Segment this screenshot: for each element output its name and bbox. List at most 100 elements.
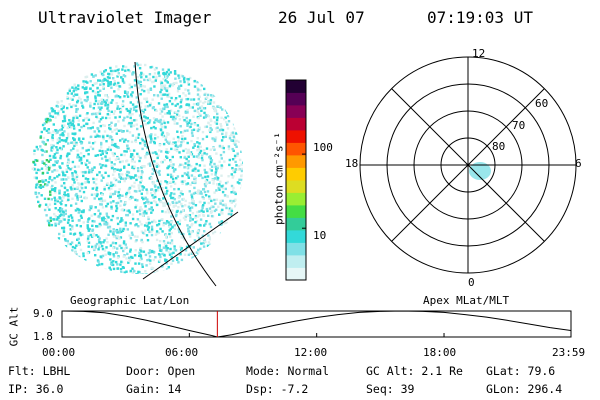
speckle (41, 179, 44, 182)
speckle (156, 232, 159, 235)
speckle (186, 124, 189, 127)
speckle (179, 191, 183, 195)
speckle (145, 100, 149, 103)
speckle (116, 157, 119, 160)
speckle (95, 115, 98, 118)
speckle (107, 101, 111, 105)
speckle (133, 189, 137, 193)
speckle (175, 149, 179, 153)
colorbar-segment (286, 255, 306, 268)
speckle (107, 251, 110, 254)
speckle (62, 171, 65, 175)
speckle (143, 78, 146, 82)
speckle (124, 69, 127, 72)
speckle (113, 184, 117, 187)
speckle (71, 98, 74, 101)
speckle (228, 158, 231, 162)
speckle (84, 80, 88, 83)
speckle (233, 140, 236, 143)
speckle (108, 225, 112, 229)
speckle (134, 198, 137, 202)
speckle (148, 255, 152, 258)
speckle (73, 181, 76, 184)
speckle (91, 219, 94, 223)
speckle (68, 224, 72, 227)
speckle (148, 162, 152, 165)
speckle (135, 136, 138, 139)
speckle (163, 121, 166, 125)
speckle (105, 183, 109, 186)
speckle (128, 259, 131, 262)
speckle (76, 186, 79, 189)
speckle (161, 210, 164, 213)
footer-gc-alt: GC Alt: 2.1 Re (366, 364, 463, 378)
speckle (190, 129, 194, 132)
speckle (70, 126, 73, 129)
speckle (137, 169, 140, 173)
speckle (86, 116, 89, 120)
speckle (91, 89, 95, 93)
speckle (64, 204, 68, 207)
speckle (75, 110, 78, 113)
speckle (82, 221, 85, 224)
speckle (108, 266, 111, 269)
speckle (178, 195, 181, 198)
speckle (204, 115, 208, 119)
speckle (157, 223, 161, 226)
speckle (136, 75, 139, 79)
speckle (59, 154, 63, 158)
speckle (117, 180, 120, 183)
speckle (111, 130, 114, 133)
speckle (155, 230, 159, 233)
speckle (31, 167, 34, 171)
speckle (184, 215, 187, 218)
speckle (194, 191, 197, 195)
speckle (99, 83, 102, 86)
speckle (222, 146, 225, 150)
speckle (204, 113, 208, 117)
speckle (192, 168, 195, 171)
speckle (179, 210, 183, 213)
speckle (44, 183, 47, 186)
speckle (115, 94, 118, 97)
speckle (103, 199, 107, 202)
speckle (86, 251, 89, 255)
speckle (66, 239, 69, 243)
footer-glat: GLat: 79.6 (486, 364, 556, 378)
speckle (194, 179, 197, 182)
speckle (138, 80, 141, 84)
speckle (128, 86, 131, 90)
speckle (176, 201, 179, 204)
speckle (178, 222, 181, 226)
speckle (206, 190, 210, 193)
speckle (94, 97, 97, 100)
speckle (120, 230, 123, 234)
speckle (211, 232, 215, 235)
speckle (52, 123, 55, 126)
speckle (235, 132, 238, 135)
speckle (215, 122, 219, 125)
xtick-1200: 12:00 (294, 346, 328, 359)
speckle (196, 141, 199, 144)
speckle (168, 110, 171, 113)
speckle (39, 186, 43, 189)
speckle (90, 73, 94, 76)
speckle (132, 106, 136, 109)
speckle (141, 188, 144, 191)
speckle (173, 119, 176, 122)
speckle (162, 107, 165, 110)
speckle (108, 227, 112, 230)
speckle (82, 252, 85, 255)
speckle (145, 221, 148, 225)
speckle (58, 232, 61, 236)
speckle (199, 114, 202, 117)
speckle (126, 209, 129, 213)
speckle (226, 123, 229, 126)
speckle (136, 99, 140, 102)
speckle (101, 116, 104, 119)
speckle (196, 210, 199, 214)
speckle (167, 211, 170, 214)
speckle (99, 241, 102, 244)
speckle (197, 192, 200, 195)
speckle (188, 225, 192, 229)
